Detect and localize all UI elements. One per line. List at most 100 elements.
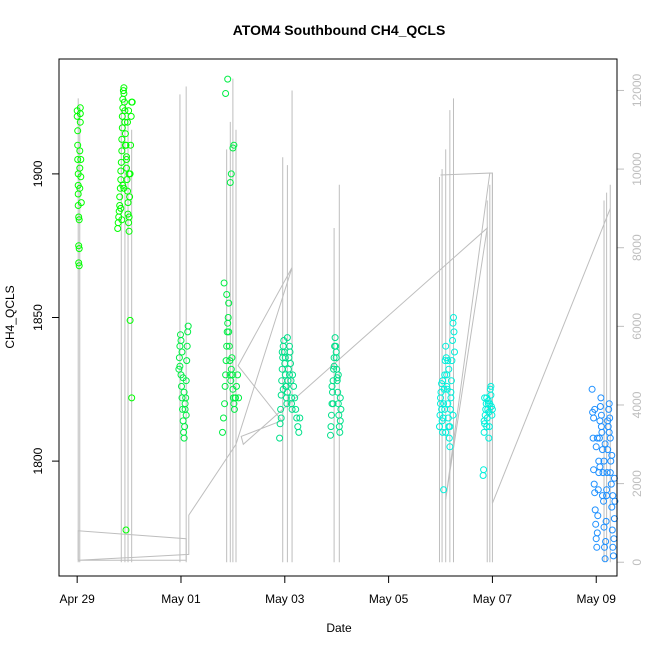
data-point <box>439 377 447 385</box>
data-point <box>125 219 133 227</box>
data-point <box>75 259 83 267</box>
data-point <box>123 156 130 163</box>
data-point <box>450 328 458 336</box>
y2-tick-label: 2000 <box>630 470 644 497</box>
data-point <box>227 365 235 373</box>
data-point <box>288 400 295 408</box>
data-point <box>224 314 232 321</box>
data-point <box>231 394 239 402</box>
data-point <box>227 170 235 178</box>
y-tick-label: 1800 <box>31 447 45 474</box>
data-point <box>439 428 447 436</box>
data-point <box>480 466 488 474</box>
data-point <box>228 371 236 379</box>
plot-frame <box>58 58 618 577</box>
data-point <box>596 417 604 425</box>
data-point <box>122 526 130 534</box>
data-point <box>438 417 446 425</box>
y-tick-label: 1850 <box>31 304 45 331</box>
y-tick-label: 1900 <box>31 160 45 187</box>
data-point <box>294 423 302 431</box>
data-point <box>441 371 449 379</box>
data-point <box>610 535 618 543</box>
data-point <box>601 440 609 448</box>
data-point <box>235 394 243 402</box>
data-point <box>124 118 131 126</box>
data-point <box>75 242 83 250</box>
data-point <box>601 555 609 563</box>
data-point <box>221 382 229 390</box>
y-axis-label: CH4_QCLS <box>3 285 17 348</box>
data-point <box>590 480 598 488</box>
x-tick-label: May 01 <box>161 592 201 606</box>
data-point <box>449 337 456 344</box>
data-point <box>445 365 453 373</box>
data-point <box>446 405 454 413</box>
data-point <box>604 446 612 454</box>
data-point <box>128 98 136 106</box>
data-point <box>178 382 185 390</box>
y-axis: 1800 1850 1900 <box>31 160 60 474</box>
data-point <box>609 543 617 551</box>
data-point <box>225 342 233 350</box>
data-point <box>128 394 136 402</box>
data-point <box>118 216 126 224</box>
data-point <box>117 204 125 212</box>
data-point <box>125 213 133 221</box>
data-point <box>76 147 84 155</box>
data-point <box>180 388 188 396</box>
data-point <box>594 486 602 494</box>
data-point <box>597 411 605 419</box>
data-point <box>329 400 337 408</box>
data-point <box>328 411 335 419</box>
data-point <box>117 158 125 166</box>
data-point <box>593 434 601 442</box>
data-point <box>588 385 596 393</box>
data-point <box>119 87 127 95</box>
data-point <box>75 262 83 270</box>
chart-title: ATOM4 Southbound CH4_QCLS <box>233 22 446 38</box>
data-point <box>438 380 446 388</box>
data-point <box>121 130 129 138</box>
x-tick-label: Apr 29 <box>59 592 95 606</box>
data-point <box>450 314 457 321</box>
data-point <box>177 331 184 339</box>
data-point <box>596 463 604 471</box>
data-point <box>123 164 130 172</box>
data-point <box>75 216 83 224</box>
data-point <box>180 434 188 442</box>
data-point <box>281 354 289 362</box>
data-point <box>336 428 344 436</box>
data-point <box>118 112 126 120</box>
data-point <box>286 348 294 356</box>
data-point <box>184 328 192 336</box>
data-point <box>77 173 85 181</box>
data-point <box>480 428 488 436</box>
data-point <box>336 417 344 425</box>
data-point <box>330 365 338 373</box>
data-point <box>441 357 449 365</box>
data-point <box>595 434 603 442</box>
data-point <box>442 428 450 436</box>
data-point <box>74 127 82 135</box>
data-point <box>125 227 133 235</box>
x-tick-label: May 03 <box>265 592 305 606</box>
data-point <box>479 472 487 479</box>
data-point <box>604 417 612 425</box>
data-point <box>76 118 84 126</box>
data-point <box>175 354 183 362</box>
data-point <box>179 417 187 425</box>
data-point <box>328 382 336 390</box>
data-point <box>223 291 231 298</box>
data-point <box>179 405 186 413</box>
data-point <box>336 394 344 402</box>
data-point <box>233 382 240 390</box>
data-point <box>603 486 611 494</box>
data-point <box>484 400 492 408</box>
data-point <box>606 469 614 477</box>
data-point <box>442 342 450 350</box>
y2-tick-label: 12000 <box>630 73 644 107</box>
data-point <box>605 400 613 408</box>
data-point <box>599 446 606 454</box>
